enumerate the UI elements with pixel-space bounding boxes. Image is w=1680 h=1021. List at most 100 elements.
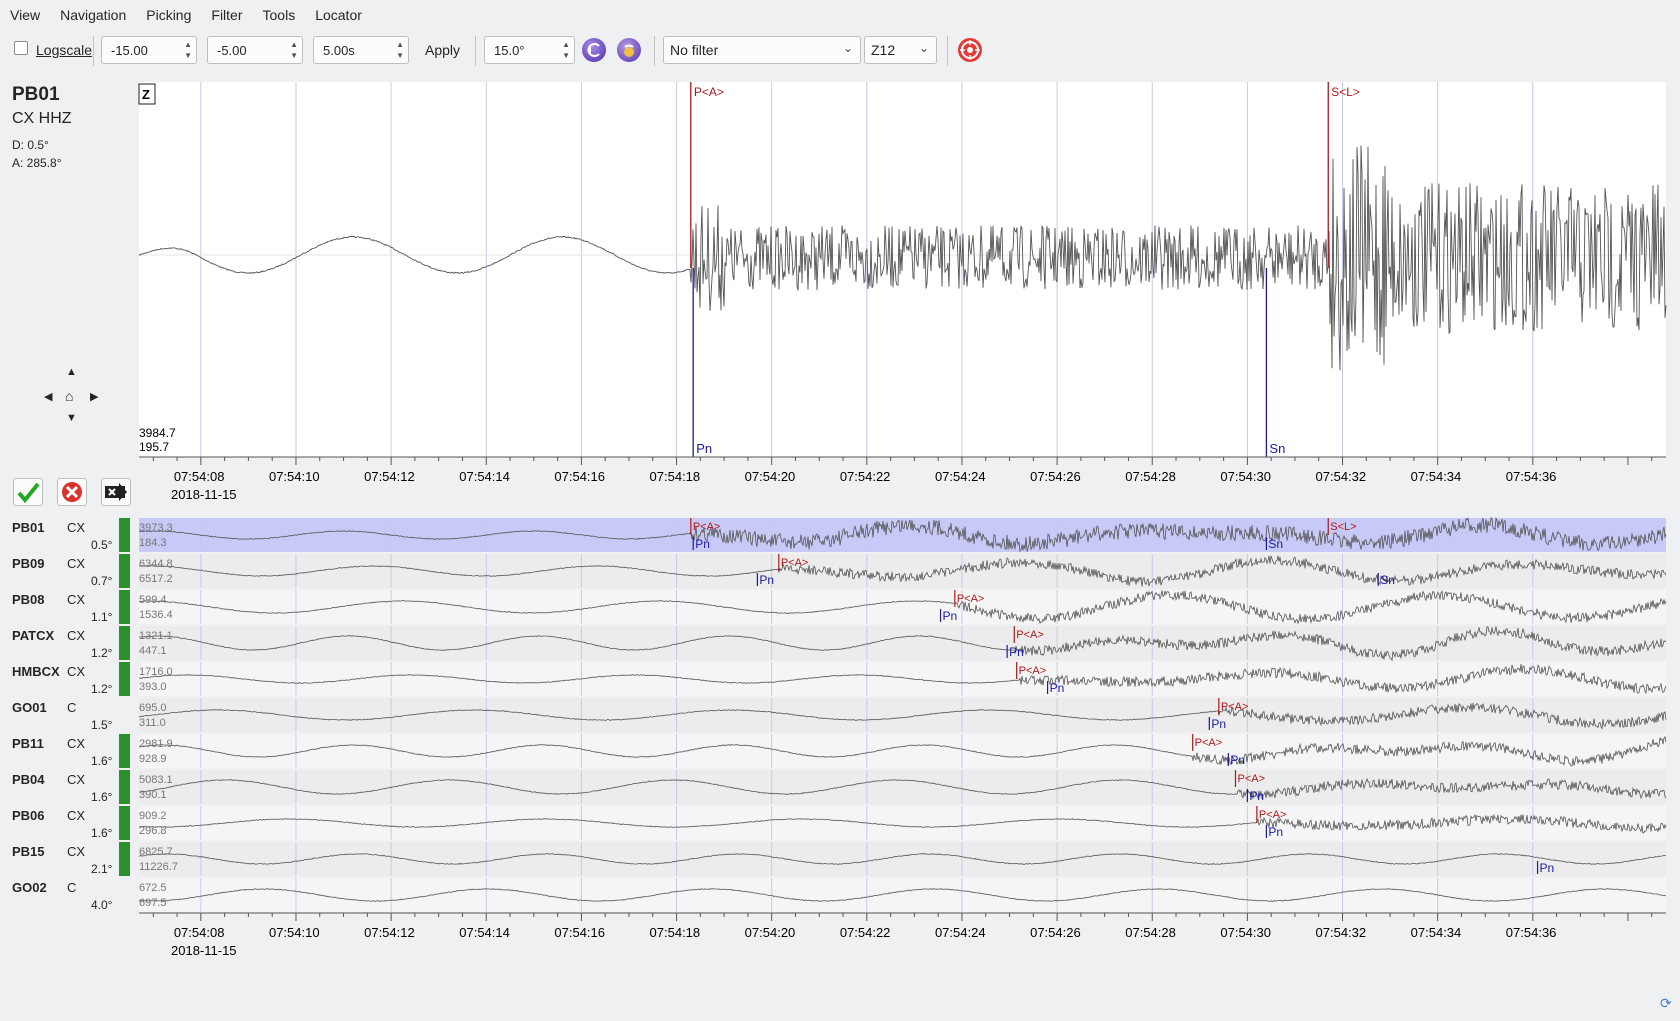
- trace-status-bar: [119, 518, 130, 552]
- toolbar-separator: [654, 36, 655, 66]
- amp-min-spinbox[interactable]: -15.00 ▲ ▼: [101, 36, 197, 64]
- trace-waveform: [138, 813, 1667, 834]
- spin-arrows-icon[interactable]: ▲ ▼: [562, 40, 570, 60]
- scroll-down-icon[interactable]: ▼: [66, 412, 77, 424]
- time-tick-label: 07:54:12: [364, 925, 415, 940]
- trace-row-background[interactable]: [139, 842, 1666, 876]
- menu-tools[interactable]: Tools: [262, 7, 296, 23]
- menu-locator[interactable]: Locator: [315, 7, 362, 23]
- scroll-up-icon[interactable]: ▲: [66, 366, 77, 378]
- locate-button[interactable]: [958, 38, 982, 62]
- time-tick-label: 07:54:22: [840, 469, 891, 484]
- relocate-button[interactable]: [101, 478, 131, 506]
- trace-distance: 1.6°: [91, 754, 113, 768]
- angle-spinbox[interactable]: 15.0° ▲ ▼: [484, 36, 575, 64]
- refresh-icon[interactable]: ⟳: [1660, 995, 1672, 1011]
- time-window-value: 5.00s: [323, 43, 355, 58]
- theoretical-pick-label: Pn: [1050, 681, 1065, 695]
- manual-pick-label: P<A>: [1195, 737, 1223, 749]
- menu-view[interactable]: View: [10, 7, 41, 23]
- spin-arrows-icon[interactable]: ▲ ▼: [396, 40, 404, 60]
- time-tick-label: 07:54:30: [1220, 469, 1271, 484]
- trace-station-code: PB08: [12, 592, 45, 607]
- amp-max-spinbox[interactable]: -5.00 ▲ ▼: [207, 36, 303, 64]
- trace-distance: 2.1°: [91, 862, 113, 876]
- trace-network-code: CX: [67, 808, 86, 823]
- trace-network-code: CX: [67, 556, 86, 571]
- trace-station-code: PB11: [12, 736, 44, 751]
- component-badge: Z: [142, 87, 150, 102]
- trace-amplitude-max: 2981.9: [139, 738, 173, 750]
- trace-status-bar: [119, 806, 130, 840]
- trace-row-background[interactable]: [139, 698, 1666, 732]
- reject-button[interactable]: [57, 478, 87, 506]
- toolbar-separator: [93, 36, 94, 66]
- rotate-left-icon: [587, 43, 600, 57]
- time-tick-label: 07:54:14: [459, 469, 510, 484]
- trace-station-code: GO02: [12, 880, 47, 895]
- cancel-icon: [62, 482, 82, 502]
- manual-pick-label: P<A>: [694, 85, 724, 99]
- chevron-down-icon: ⌄: [842, 41, 853, 55]
- scroll-left-icon[interactable]: ◀: [44, 391, 53, 403]
- spin-arrows-icon[interactable]: ▲ ▼: [290, 40, 298, 60]
- trace-amplitude-max: 695.0: [139, 702, 167, 714]
- time-tick-label: 07:54:08: [174, 469, 225, 484]
- trace-amplitude-max: 6825.7: [139, 846, 173, 858]
- time-tick-label: 07:54:34: [1411, 925, 1462, 940]
- menu-picking[interactable]: Picking: [146, 7, 192, 23]
- toolbar-separator: [475, 36, 476, 66]
- theoretical-pick-label: Sn: [1269, 441, 1285, 456]
- rotate-right-icon: [624, 44, 634, 57]
- trace-waveform: [138, 626, 1667, 662]
- apply-button[interactable]: Apply: [425, 42, 461, 58]
- trace-network-code: C: [67, 700, 77, 715]
- accept-button[interactable]: [13, 478, 43, 506]
- trace-navigation: ▲ ◀ ⌂ ▶ ▼: [40, 366, 110, 430]
- trace-amplitude-min: 184.3: [139, 537, 167, 549]
- time-tick-label: 07:54:36: [1506, 925, 1557, 940]
- theoretical-pick-label: Sn: [1268, 537, 1283, 551]
- manual-pick-label: P<A>: [693, 521, 721, 533]
- time-window-spinbox[interactable]: 5.00s ▲ ▼: [313, 36, 409, 64]
- menu-navigation[interactable]: Navigation: [60, 7, 127, 23]
- time-tick-label: 07:54:32: [1316, 925, 1367, 940]
- manual-pick-label: S<L>: [1331, 85, 1360, 99]
- filter-combobox[interactable]: No filter ⌄: [663, 36, 861, 64]
- logscale-checkbox[interactable]: [14, 41, 28, 55]
- trace-waveform: [138, 853, 1667, 865]
- main-station-azimuth: A: 285.8°: [12, 156, 62, 170]
- theoretical-pick-label: Pn: [1540, 861, 1555, 875]
- trace-distance: 1.2°: [91, 646, 113, 660]
- home-icon[interactable]: ⌂: [65, 388, 74, 404]
- trace-distance: 0.7°: [91, 574, 113, 588]
- target-icon: [960, 40, 980, 60]
- trace-row-background[interactable]: [139, 662, 1666, 696]
- rotate-left-button[interactable]: [582, 38, 606, 62]
- main-station-distance: D: 0.5°: [12, 138, 49, 152]
- trace-distance: 1.1°: [91, 610, 113, 624]
- trace-status-bar: [119, 590, 130, 624]
- time-tick-label: 07:54:24: [935, 925, 986, 940]
- spin-arrows-icon[interactable]: ▲ ▼: [184, 40, 192, 60]
- logscale-label[interactable]: Logscale: [36, 42, 93, 58]
- component-combobox[interactable]: Z12 ⌄: [864, 36, 937, 64]
- theoretical-pick-label: Pn: [1009, 645, 1024, 659]
- trace-amplitude-min: 311.0: [139, 717, 166, 729]
- trace-row-background[interactable]: [139, 734, 1666, 768]
- trace-station-code: PATCX: [12, 628, 55, 643]
- theoretical-pick-label: Pn: [1211, 717, 1226, 731]
- trace-row-background[interactable]: [139, 626, 1666, 660]
- menu-filter[interactable]: Filter: [211, 7, 243, 23]
- trace-row-background[interactable]: [139, 878, 1666, 912]
- trace-waveform: [138, 516, 1667, 553]
- scroll-right-icon[interactable]: ▶: [90, 391, 99, 403]
- manual-pick-label: P<A>: [1019, 665, 1047, 677]
- trace-waveform: [139, 555, 1667, 587]
- trace-row-background[interactable]: [139, 590, 1666, 624]
- trace-row-background[interactable]: [139, 554, 1666, 588]
- time-tick-label: 07:54:20: [745, 925, 796, 940]
- rotate-right-button[interactable]: [617, 38, 641, 62]
- trace-row-background[interactable]: [139, 806, 1666, 840]
